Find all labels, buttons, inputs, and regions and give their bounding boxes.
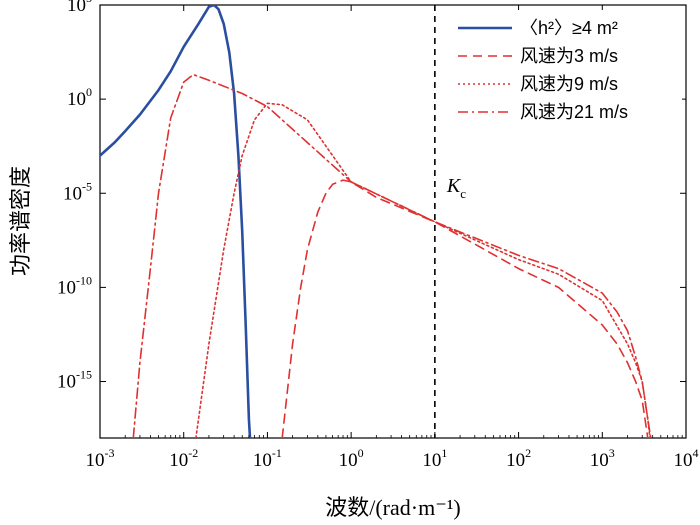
y-tick-label: 10-10 — [57, 273, 92, 298]
y-tick-label: 10-5 — [63, 179, 92, 204]
legend: 〈h²〉≥4 m² 风速为3 m/s 风速为9 m/s 风速为21 m/s — [448, 10, 682, 136]
legend-label-1: 〈h²〉≥4 m² — [520, 18, 618, 38]
plot-frame — [99, 4, 687, 439]
y-axis-title: 功率谱密度 — [8, 166, 33, 276]
legend-label-2: 风速为3 m/s — [520, 46, 618, 66]
legend-box — [448, 10, 682, 136]
x-tick-label: 10-3 — [86, 446, 115, 471]
y-tick-label: 105 — [67, 0, 92, 16]
series-layer — [100, 5, 652, 438]
x-tick-label: 101 — [422, 446, 447, 471]
x-tick-label: 10-2 — [169, 446, 198, 471]
x-tick-label: 103 — [590, 446, 615, 471]
x-tick-label: 10-1 — [253, 446, 282, 471]
y-tick-label: 10-15 — [57, 368, 92, 393]
series-line-2 — [281, 179, 649, 438]
x-tick-label: 100 — [339, 446, 364, 471]
y-tick-label: 100 — [67, 85, 92, 110]
x-axis-title: 波数/(rad·m⁻¹) — [325, 495, 461, 520]
series-line-1 — [100, 5, 252, 438]
series-line-4 — [132, 73, 652, 438]
legend-label-3: 风速为9 m/s — [520, 74, 618, 94]
kc-label: Kc — [446, 175, 466, 201]
x-tick-label: 102 — [506, 446, 531, 471]
legend-label-4: 风速为21 m/s — [520, 102, 628, 122]
series-line-3 — [195, 102, 651, 438]
x-tick-label: 104 — [674, 446, 699, 471]
